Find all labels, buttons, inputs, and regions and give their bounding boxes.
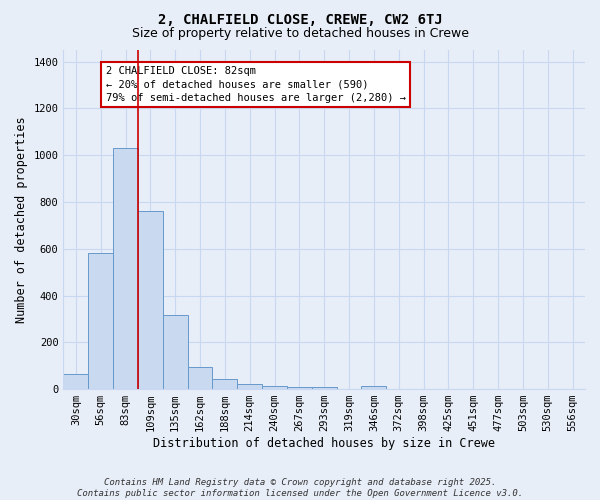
Bar xyxy=(287,387,312,389)
Bar xyxy=(361,386,386,389)
Bar xyxy=(188,367,212,389)
Bar xyxy=(262,386,287,389)
Text: 2, CHALFIELD CLOSE, CREWE, CW2 6TJ: 2, CHALFIELD CLOSE, CREWE, CW2 6TJ xyxy=(158,12,442,26)
Text: Contains HM Land Registry data © Crown copyright and database right 2025.
Contai: Contains HM Land Registry data © Crown c… xyxy=(77,478,523,498)
Bar xyxy=(212,378,237,389)
Bar xyxy=(113,148,138,389)
Bar xyxy=(138,212,163,389)
Text: Size of property relative to detached houses in Crewe: Size of property relative to detached ho… xyxy=(131,28,469,40)
X-axis label: Distribution of detached houses by size in Crewe: Distribution of detached houses by size … xyxy=(153,437,495,450)
Bar xyxy=(237,384,262,389)
Bar xyxy=(163,316,188,389)
Bar xyxy=(64,374,88,389)
Bar xyxy=(88,254,113,389)
Bar xyxy=(312,386,337,389)
Text: 2 CHALFIELD CLOSE: 82sqm
← 20% of detached houses are smaller (590)
79% of semi-: 2 CHALFIELD CLOSE: 82sqm ← 20% of detach… xyxy=(106,66,406,103)
Y-axis label: Number of detached properties: Number of detached properties xyxy=(15,116,28,323)
